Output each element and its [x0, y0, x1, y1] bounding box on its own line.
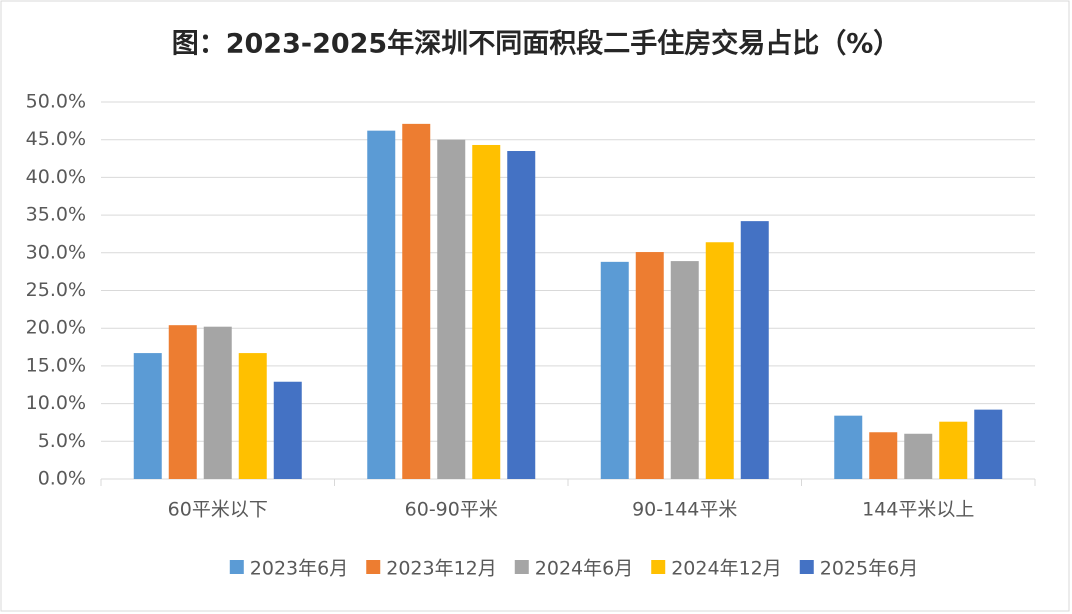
bar — [705, 242, 734, 479]
legend-label: 2024年12月 — [671, 558, 782, 580]
bar — [904, 433, 933, 479]
bar — [869, 432, 898, 479]
legend-swatch — [514, 560, 529, 574]
y-tick-label: 40.0% — [26, 166, 86, 188]
bar — [939, 421, 968, 479]
legend-swatch — [651, 560, 666, 574]
y-tick-label: 30.0% — [26, 241, 86, 263]
x-tick-label: 144平米以上 — [862, 499, 974, 521]
legend-label: 2023年6月 — [250, 558, 348, 580]
bar — [507, 151, 536, 479]
bar — [600, 261, 629, 479]
x-tick-label: 90-144平米 — [632, 499, 737, 521]
y-tick-label: 10.0% — [26, 392, 86, 414]
bar — [133, 353, 162, 479]
bar — [834, 415, 863, 479]
x-tick-label: 60-90平米 — [405, 499, 498, 521]
bar — [402, 123, 431, 479]
bar — [740, 221, 769, 479]
legend-label: 2025年6月 — [820, 558, 918, 580]
y-tick-label: 35.0% — [26, 204, 86, 226]
y-tick-label: 15.0% — [26, 354, 86, 376]
bar — [168, 325, 197, 479]
bar — [974, 409, 1003, 479]
bar — [670, 261, 699, 479]
bar — [203, 326, 232, 479]
chart-title: 图：2023-2025年深圳不同面积段二手住房交易占比（%） — [172, 28, 901, 60]
y-tick-label: 0.0% — [38, 468, 86, 490]
legend-label: 2023年12月 — [386, 558, 497, 580]
bar — [635, 252, 664, 479]
y-tick-label: 5.0% — [38, 430, 86, 452]
legend-label: 2024年6月 — [535, 558, 633, 580]
y-tick-label: 20.0% — [26, 317, 86, 339]
legend-swatch — [366, 560, 381, 574]
bar — [238, 353, 267, 479]
y-tick-label: 50.0% — [26, 91, 86, 113]
y-tick-label: 45.0% — [26, 128, 86, 150]
bar — [472, 144, 501, 479]
bar — [437, 139, 466, 479]
x-tick-label: 60平米以下 — [168, 499, 268, 521]
bar — [273, 381, 302, 479]
y-tick-label: 25.0% — [26, 279, 86, 301]
bar — [367, 130, 396, 480]
legend-swatch — [799, 560, 814, 574]
legend-swatch — [229, 560, 244, 574]
